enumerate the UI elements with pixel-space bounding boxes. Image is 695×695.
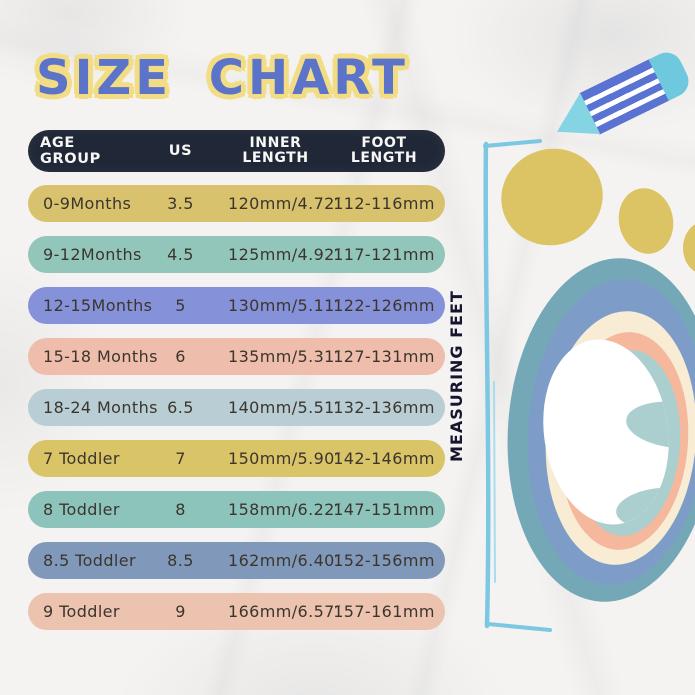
cell-us-size: 4.5 xyxy=(167,245,194,264)
cell-inner-length: 162mm/6.40″ xyxy=(228,551,342,570)
baby-footprint-icon xyxy=(483,139,695,632)
cell-inner-length: 158mm/6.22″ xyxy=(228,500,342,519)
table-row: 15-18 Months 6 135mm/5.31″ 127-131mm xyxy=(28,338,445,375)
cell-inner-length: 150mm/5.90″ xyxy=(228,449,342,468)
size-table-header: AGE GROUP US INNER LENGTH FOOT LENGTH xyxy=(28,130,445,172)
header-inner-length: INNER LENGTH xyxy=(242,134,309,166)
cell-us-size: 6.5 xyxy=(167,398,194,417)
cell-us-size: 5 xyxy=(175,296,186,315)
cell-us-size: 6 xyxy=(175,347,186,366)
cell-age-group: 8.5 Toddler xyxy=(43,551,136,570)
header-foot-length: FOOT LENGTH xyxy=(350,134,418,166)
cell-foot-length: 157-161mm xyxy=(333,602,435,621)
cell-us-size: 7 xyxy=(175,449,186,468)
cell-us-size: 3.5 xyxy=(167,194,194,213)
cell-foot-length: 142-146mm xyxy=(333,449,435,468)
cell-inner-length: 166mm/6.57″ xyxy=(228,602,342,621)
cell-foot-length: 147-151mm xyxy=(333,500,435,519)
page-title: SIZE CHART xyxy=(36,50,409,106)
table-row: 9 Toddler 9 166mm/6.57″ 157-161mm xyxy=(28,593,445,630)
cell-foot-length: 127-131mm xyxy=(333,347,435,366)
table-row: 0-9Months 3.5 120mm/4.72″ 112-116mm xyxy=(28,185,445,222)
table-row: 8.5 Toddler 8.5 162mm/6.40″ 152-156mm xyxy=(28,542,445,579)
table-row: 7 Toddler 7 150mm/5.90″ 142-146mm xyxy=(28,440,445,477)
table-row: 9-12Months 4.5 125mm/4.92″ 117-121mm xyxy=(28,236,445,273)
cell-inner-length: 125mm/4.92″ xyxy=(228,245,342,264)
cell-foot-length: 122-126mm xyxy=(333,296,435,315)
cell-age-group: 18-24 Months xyxy=(43,398,158,417)
size-table-rows: 0-9Months 3.5 120mm/4.72″ 112-116mm 9-12… xyxy=(28,185,445,644)
cell-inner-length: 130mm/5.11″ xyxy=(228,296,342,315)
cell-foot-length: 112-116mm xyxy=(333,194,435,213)
cell-age-group: 9-12Months xyxy=(43,245,142,264)
cell-foot-length: 117-121mm xyxy=(333,245,435,264)
cell-foot-length: 152-156mm xyxy=(333,551,435,570)
cell-age-group: 0-9Months xyxy=(43,194,132,213)
table-row: 8 Toddler 8 158mm/6.22″ 147-151mm xyxy=(28,491,445,528)
cell-us-size: 8.5 xyxy=(167,551,194,570)
cell-inner-length: 140mm/5.51″ xyxy=(228,398,342,417)
header-age-group: AGE GROUP xyxy=(40,135,101,167)
cell-age-group: 8 Toddler xyxy=(43,500,120,519)
cell-us-size: 9 xyxy=(175,602,186,621)
foot-toes xyxy=(501,148,695,272)
cell-foot-length: 132-136mm xyxy=(333,398,435,417)
cell-inner-length: 135mm/5.31″ xyxy=(228,347,342,366)
cell-age-group: 12-15Months xyxy=(43,296,153,315)
table-row: 12-15Months 5 130mm/5.11″ 122-126mm xyxy=(28,287,445,324)
foot-sole xyxy=(507,258,695,602)
measuring-bracket xyxy=(483,139,552,632)
cell-age-group: 15-18 Months xyxy=(43,347,158,366)
cell-inner-length: 120mm/4.72″ xyxy=(228,194,342,213)
cell-us-size: 8 xyxy=(175,500,186,519)
header-us-size: US xyxy=(168,143,193,159)
cell-age-group: 9 Toddler xyxy=(43,602,120,621)
table-row: 18-24 Months 6.5 140mm/5.51″ 132-136mm xyxy=(28,389,445,426)
cell-age-group: 7 Toddler xyxy=(43,449,120,468)
